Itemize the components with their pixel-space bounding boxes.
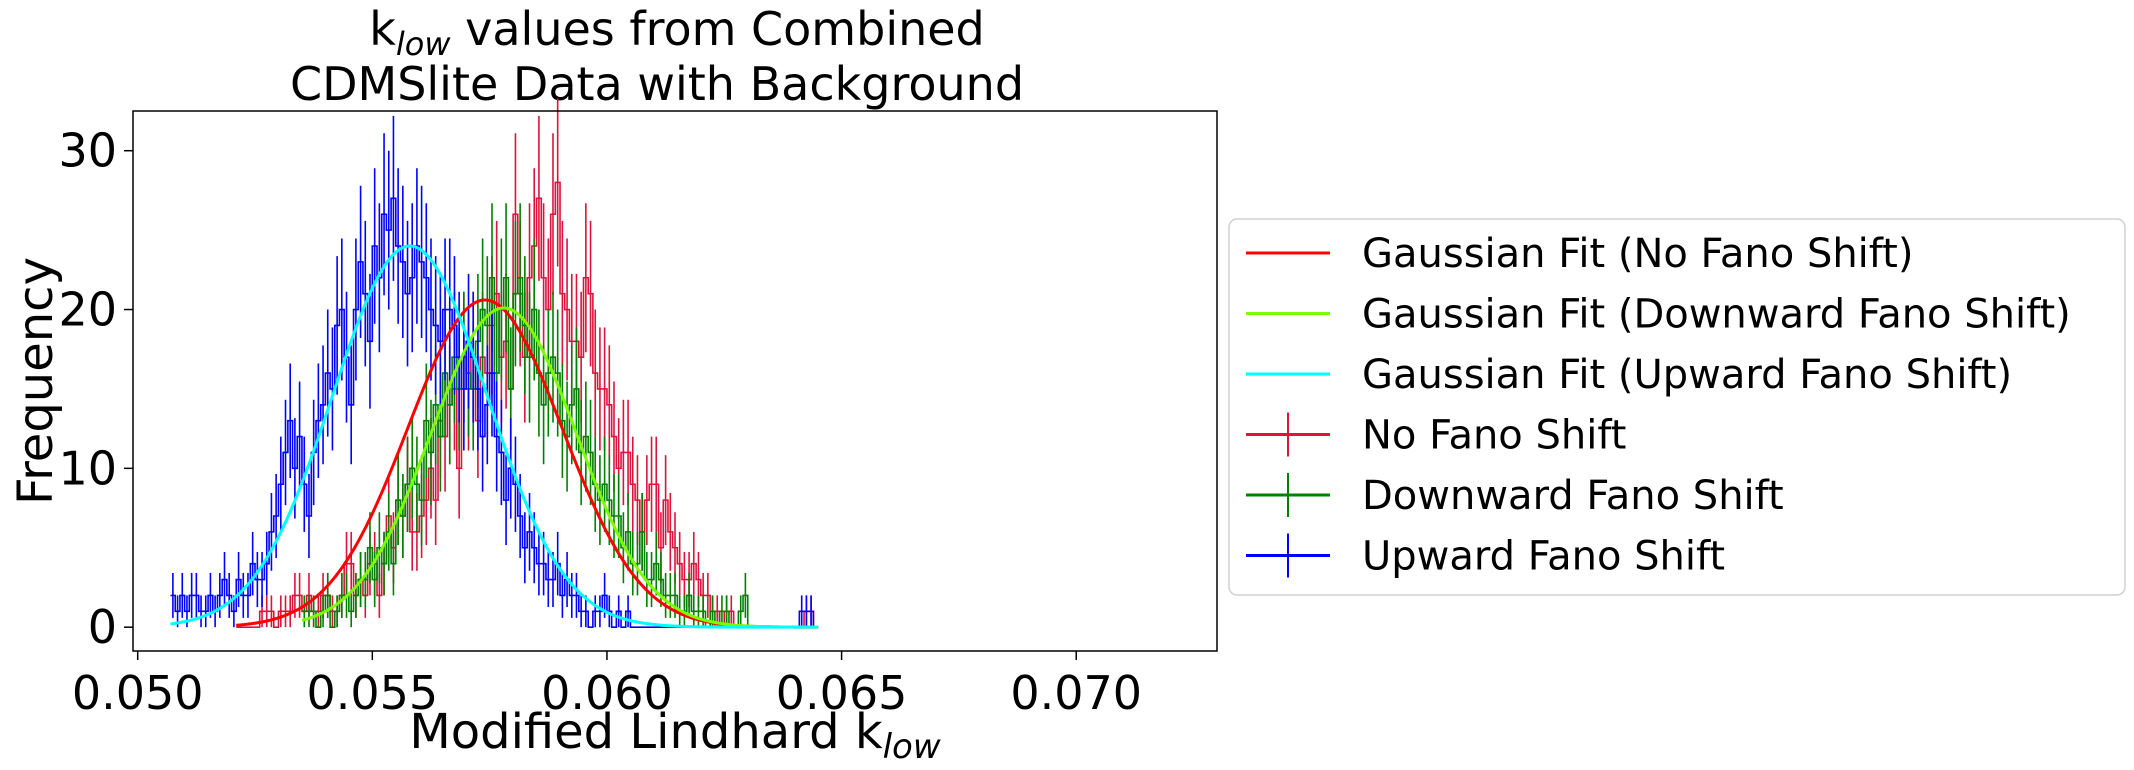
gaussian-fit-curve-1 <box>301 306 819 629</box>
gaussian-fit-curve-2 <box>170 244 819 629</box>
histogram-series-2 <box>170 115 819 628</box>
legend-entry-3: No Fano Shift <box>1246 412 1626 459</box>
plot-frame <box>132 110 1218 652</box>
legend-frame <box>1228 218 2126 596</box>
legend-entry-1: Gaussian Fit (Downward Fano Shift) <box>1246 292 2071 338</box>
chart-title-line2: CDMSlite Data with Background <box>290 57 1024 111</box>
x-tick-label: 0.050 <box>72 666 204 720</box>
chart-title-line1: klow values from Combined <box>369 2 985 63</box>
x-axis-label: Modified Lindhard klow <box>409 704 941 767</box>
legend-label: Gaussian Fit (Downward Fano Shift) <box>1362 292 2071 338</box>
x-tick-label: 0.070 <box>1010 666 1142 720</box>
histogram-steps <box>236 181 819 628</box>
x-tick-label: 0.065 <box>776 666 908 720</box>
y-axis: 0 10 20 30 <box>58 124 133 654</box>
x-tick-label: 0.060 <box>541 666 673 720</box>
y-tick-label: 30 <box>58 124 117 178</box>
legend-label: Upward Fano Shift <box>1362 534 1725 580</box>
y-tick-label: 20 <box>58 283 117 337</box>
y-tick-label: 10 <box>58 441 117 495</box>
x-tick-label: 0.055 <box>306 666 438 720</box>
plot-area <box>170 98 819 629</box>
legend-entry-0: Gaussian Fit (No Fano Shift) <box>1246 231 1913 277</box>
legend: Gaussian Fit (No Fano Shift) Gaussian Fit… <box>1228 218 2126 596</box>
legend-label: No Fano Shift <box>1362 413 1626 459</box>
legend-entry-5: Upward Fano Shift <box>1246 533 1725 580</box>
legend-label: Gaussian Fit (No Fano Shift) <box>1362 231 1913 277</box>
legend-label: Downward Fano Shift <box>1362 473 1784 519</box>
histogram-steps <box>170 197 819 628</box>
y-tick-label: 0 <box>88 600 117 654</box>
legend-entry-4: Downward Fano Shift <box>1246 473 1784 519</box>
x-axis: 0.050 0.055 0.060 0.065 0.070 <box>72 651 1142 720</box>
legend-label: Gaussian Fit (Upward Fano Shift) <box>1362 352 2012 398</box>
legend-entry-2: Gaussian Fit (Upward Fano Shift) <box>1246 352 2012 398</box>
y-axis-label: Frequency <box>8 257 64 505</box>
